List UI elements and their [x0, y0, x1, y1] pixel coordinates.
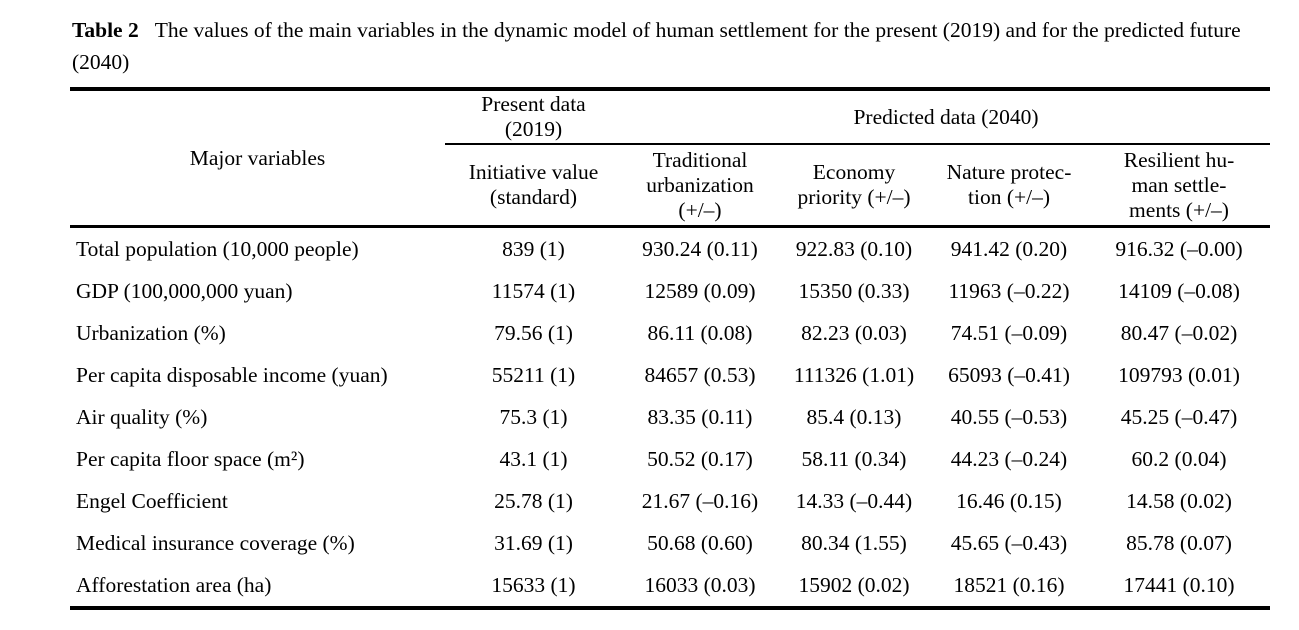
- col-header-nature-protection: Nature protec- tion (+/–): [930, 144, 1088, 228]
- header-line: ments (+/–): [1129, 197, 1229, 222]
- value-cell: 21.67 (–0.16): [641, 488, 759, 513]
- variable-label-cell: Air quality (%): [76, 404, 208, 429]
- value-cell: 58.11 (0.34): [801, 446, 907, 471]
- variable-label-cell: Per capita floor space (m²): [76, 446, 305, 471]
- value-cell: 941.42 (0.20): [950, 236, 1068, 261]
- group-header-predicted-2040: Predicted data (2040): [622, 89, 1271, 145]
- value-cell: 25.78 (1): [494, 488, 573, 513]
- value-cell: 109793 (0.01): [1118, 362, 1240, 387]
- table-row: GDP (100,000,000 yuan) 11574 (1) 12589 (…: [70, 270, 1270, 312]
- value-cell: 916.32 (–0.00): [1115, 236, 1243, 261]
- variables-table: Major variables Present data (2019) Pred…: [70, 87, 1271, 610]
- table-row: Engel Coefficient 25.78 (1) 21.67 (–0.16…: [70, 480, 1270, 522]
- value-cell: 15902 (0.02): [798, 572, 910, 597]
- header-line: Initiative value: [468, 160, 599, 184]
- table-row: Per capita disposable income (yuan) 5521…: [70, 354, 1270, 396]
- header-line: (2019): [504, 117, 563, 141]
- variable-label-cell: Medical insurance coverage (%): [76, 530, 355, 555]
- table-header: Major variables Present data (2019) Pred…: [70, 89, 1271, 228]
- table-row: Total population (10,000 people) 839 (1)…: [70, 227, 1270, 271]
- col-header-economy-priority: Economy priority (+/–): [778, 144, 930, 228]
- value-cell: 85.4 (0.13): [806, 404, 902, 429]
- header-line: Economy: [812, 160, 896, 184]
- table-caption: Table 2 The values of the main variables …: [72, 14, 1257, 78]
- value-cell: 11963 (–0.22): [948, 278, 1070, 303]
- value-cell: 80.34 (1.55): [801, 530, 907, 555]
- value-cell: 60.2 (0.04): [1131, 446, 1227, 471]
- table-body: Total population (10,000 people) 839 (1)…: [70, 227, 1270, 609]
- group-header-row: Major variables Present data (2019) Pred…: [70, 89, 1271, 228]
- value-cell: 75.3 (1): [499, 404, 568, 429]
- value-cell: 15633 (1): [491, 572, 576, 597]
- value-cell: 50.68 (0.60): [647, 530, 753, 555]
- value-cell: 45.25 (–0.47): [1120, 404, 1238, 429]
- variable-label-cell: Per capita disposable income (yuan): [76, 362, 388, 387]
- value-cell: 930.24 (0.11): [642, 236, 758, 261]
- value-cell: 65093 (–0.41): [948, 362, 1070, 387]
- variable-label-cell: GDP (100,000,000 yuan): [76, 278, 293, 303]
- value-cell: 85.78 (0.07): [1126, 530, 1232, 555]
- header-line: tion (+/–): [968, 185, 1050, 209]
- header-line: Present data: [481, 92, 586, 116]
- value-cell: 74.51 (–0.09): [950, 320, 1068, 345]
- value-cell: 17441 (0.10): [1123, 572, 1235, 597]
- value-cell: 50.52 (0.17): [647, 446, 753, 471]
- value-cell: 12589 (0.09): [644, 278, 756, 303]
- table-row: Medical insurance coverage (%) 31.69 (1)…: [70, 522, 1270, 564]
- header-line: (standard): [489, 185, 578, 209]
- value-cell: 45.65 (–0.43): [950, 530, 1068, 555]
- value-cell: 43.1 (1): [499, 446, 568, 471]
- value-cell: 80.47 (–0.02): [1120, 320, 1238, 345]
- table-number-label: Table 2: [72, 18, 139, 42]
- value-cell: 922.83 (0.10): [795, 236, 913, 261]
- value-cell: 16033 (0.03): [644, 572, 756, 597]
- value-cell: 55211 (1): [491, 362, 576, 387]
- header-line: Resilient hu-: [1123, 147, 1235, 172]
- value-cell: 83.35 (0.11): [647, 404, 753, 429]
- sub-header-row: Initiative value (standard) Traditional …: [70, 144, 1271, 228]
- variable-label-cell: Total population (10,000 people): [76, 236, 359, 261]
- header-line: urbanization: [646, 172, 754, 197]
- header-line: (+/–): [678, 197, 722, 222]
- header-line: Nature protec-: [946, 160, 1072, 184]
- value-cell: 86.11 (0.08): [647, 320, 753, 345]
- variable-label-cell: Afforestation area (ha): [76, 572, 272, 597]
- value-cell: 111326 (1.01): [793, 362, 915, 387]
- col-header-initiative-value: Initiative value (standard): [445, 144, 622, 228]
- value-cell: 79.56 (1): [494, 320, 573, 345]
- value-cell: 40.55 (–0.53): [950, 404, 1068, 429]
- value-cell: 14.58 (0.02): [1126, 488, 1232, 513]
- col-header-major-variables: Major variables: [70, 89, 445, 228]
- group-header-present-2019: Present data (2019): [445, 89, 622, 145]
- table-row: Air quality (%) 75.3 (1) 83.35 (0.11) 85…: [70, 396, 1270, 438]
- value-cell: 84657 (0.53): [644, 362, 756, 387]
- value-cell: 15350 (0.33): [798, 278, 910, 303]
- header-line: man settle-: [1131, 172, 1227, 197]
- variable-label-cell: Engel Coefficient: [76, 488, 228, 513]
- value-cell: 18521 (0.16): [953, 572, 1065, 597]
- table-row: Urbanization (%) 79.56 (1) 86.11 (0.08) …: [70, 312, 1270, 354]
- table-caption-text: The values of the main variables in the …: [72, 18, 1241, 74]
- col-header-traditional-urbanization: Traditional urbanization (+/–): [622, 144, 778, 228]
- value-cell: 44.23 (–0.24): [950, 446, 1068, 471]
- table-row: Afforestation area (ha) 15633 (1) 16033 …: [70, 564, 1270, 608]
- value-cell: 11574 (1): [491, 278, 576, 303]
- value-cell: 14109 (–0.08): [1118, 278, 1240, 303]
- value-cell: 82.23 (0.03): [801, 320, 907, 345]
- value-cell: 839 (1): [502, 236, 565, 261]
- header-line: priority (+/–): [797, 185, 911, 209]
- value-cell: 31.69 (1): [494, 530, 573, 555]
- header-line: Traditional: [652, 147, 748, 172]
- value-cell: 16.46 (0.15): [956, 488, 1062, 513]
- col-header-resilient-human-settlements: Resilient hu- man settle- ments (+/–): [1088, 144, 1271, 228]
- variable-label-cell: Urbanization (%): [76, 320, 226, 345]
- value-cell: 14.33 (–0.44): [795, 488, 913, 513]
- table-row: Per capita floor space (m²) 43.1 (1) 50.…: [70, 438, 1270, 480]
